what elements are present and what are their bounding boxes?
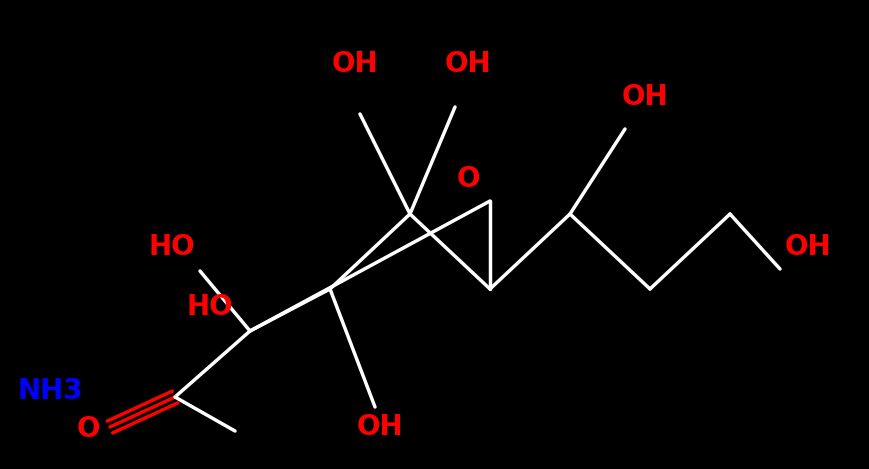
Text: O: O [76, 415, 100, 443]
Text: HO: HO [149, 233, 196, 261]
Text: OH: OH [356, 413, 403, 441]
Text: OH: OH [332, 50, 378, 78]
Text: HO: HO [187, 293, 233, 321]
Text: OH: OH [621, 83, 668, 111]
Text: OH: OH [785, 233, 832, 261]
Text: OH: OH [445, 50, 491, 78]
Text: O: O [456, 165, 480, 193]
Text: NH3: NH3 [17, 377, 83, 405]
